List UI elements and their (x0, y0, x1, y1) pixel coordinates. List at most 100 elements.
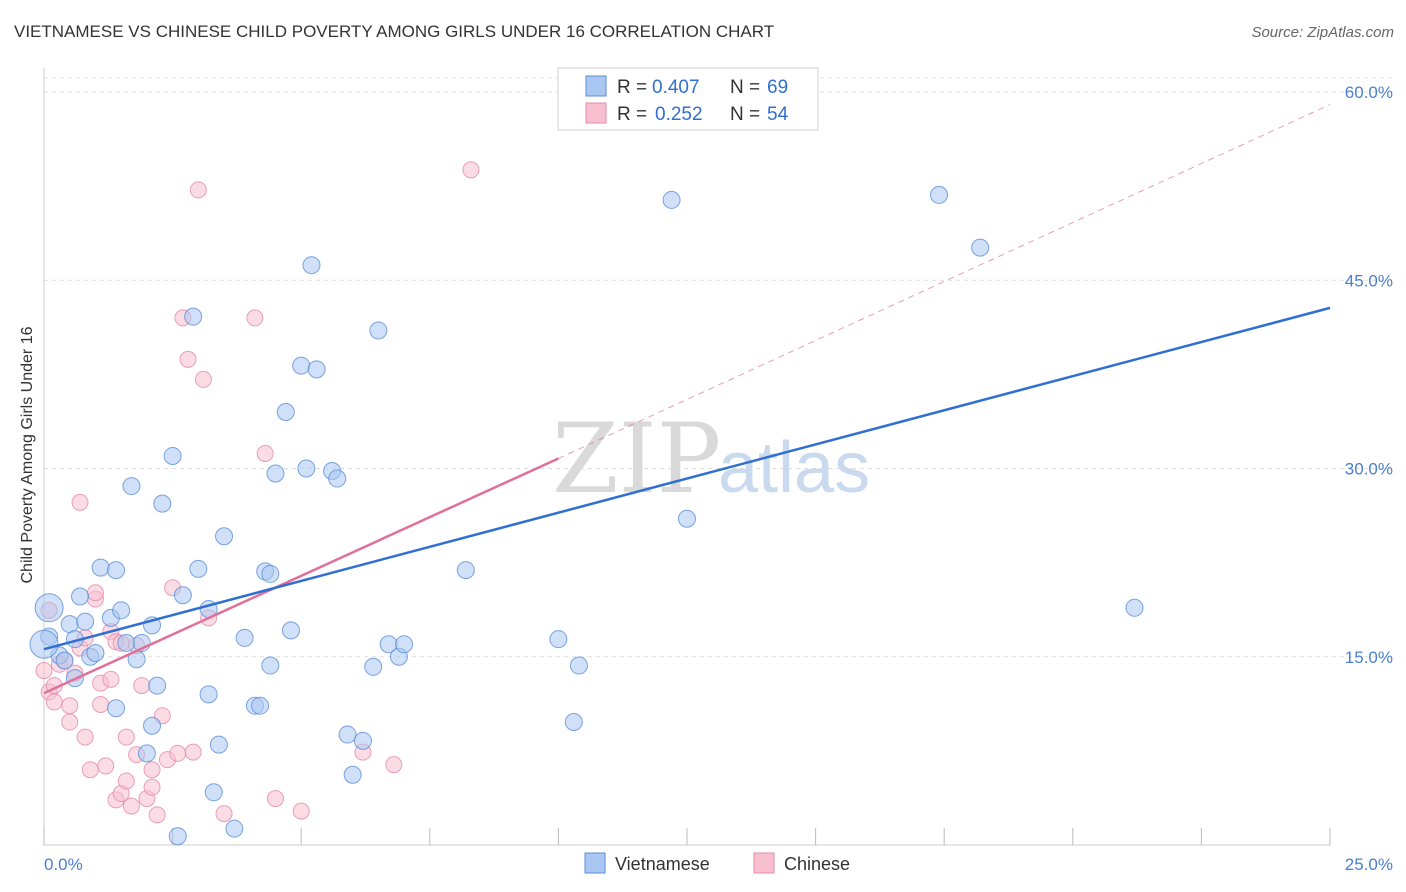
chinese-point-25 (117, 728, 135, 746)
chinese-point-2 (45, 693, 63, 711)
legend-r-value-chinese: 0.252 (655, 104, 703, 125)
vietnamese-point-30 (199, 685, 218, 704)
chinese-point-47 (256, 444, 274, 462)
chinese-point-16 (92, 695, 110, 713)
chinese-point-52 (462, 161, 480, 179)
y-tick-label-3: 60.0% (1345, 83, 1393, 102)
vietnamese-point-20 (137, 744, 156, 763)
y-tick-label-0: 15.0% (1345, 648, 1393, 667)
vietnamese-point-28 (184, 307, 203, 326)
legend-swatch-chinese (585, 102, 607, 124)
vietnamese-point-54 (364, 657, 383, 676)
vietnamese-point-16 (117, 633, 136, 652)
vietnamese-point-47 (302, 256, 321, 275)
chinese-point-46 (246, 309, 264, 327)
vietnamese-point-50 (328, 469, 347, 488)
vietnamese-point-11 (91, 558, 110, 577)
bottom-legend-swatch-chinese (753, 852, 775, 874)
trend-lines (43, 104, 1331, 695)
legend-r-label-chinese: R = (617, 104, 647, 125)
chinese-point-51 (385, 756, 403, 774)
chinese-point-30 (133, 677, 151, 695)
vietnamese-point-36 (235, 628, 254, 647)
vietnamese-point-65 (930, 185, 949, 204)
chinese-point-12 (76, 728, 94, 746)
vietnamese-point-34 (215, 527, 234, 546)
vietnamese-point-46 (297, 459, 316, 478)
vietnamese-point-3 (55, 651, 74, 670)
vietnamese-point-24 (153, 494, 172, 513)
vietnamese-point-25 (163, 446, 182, 465)
vietnamese-point-14 (107, 699, 126, 718)
bottom-legend-vietnamese: Vietnamese (615, 854, 710, 874)
chinese-point-6 (61, 713, 79, 731)
vietnamese-point-15 (112, 601, 131, 620)
vietnamese-point-45 (292, 356, 311, 375)
chinese-point-48 (266, 790, 284, 808)
vietnamese-point-38 (251, 696, 270, 715)
vietnamese-point-40 (261, 656, 280, 675)
legend-r-value-vietnamese: 0.407 (652, 77, 700, 98)
chinese-point-19 (102, 670, 120, 688)
bottom-legend-chinese: Chinese (784, 854, 850, 874)
gridlines (44, 77, 1395, 658)
legend-n-label-vietnamese: N = (730, 77, 760, 98)
chinese-point-40 (179, 350, 197, 368)
vietnamese-point-53 (353, 731, 372, 750)
chinese-point-18 (97, 757, 115, 775)
vietnamese-point-23 (148, 676, 167, 695)
tick-labels: 15.0% 30.0% 45.0% 60.0% 0.0% 25.0% (44, 83, 1393, 874)
bottom-legend-swatch-vietnamese (584, 852, 606, 874)
vietnamese-point-17 (122, 477, 141, 496)
x-tick-label-1: 25.0% (1345, 855, 1393, 874)
vietnamese-point-8 (76, 612, 95, 631)
vietnamese-point-7 (71, 587, 90, 606)
vietnamese-point-63 (662, 190, 681, 209)
vietnamese-point-44 (281, 621, 300, 640)
vietnamese-point-67 (1125, 598, 1144, 617)
vietnamese-point-42 (266, 464, 285, 483)
vietnamese-point-51 (338, 725, 357, 744)
chinese-trend-line (43, 457, 559, 695)
legend-n-label-chinese: N = (730, 104, 760, 125)
vietnamese-point-59 (456, 561, 475, 580)
vietnamese-point-68 (29, 629, 59, 659)
vietnamese-point-66 (971, 238, 990, 257)
x-tick-label-0: 0.0% (44, 855, 83, 874)
vietnamese-point-27 (173, 586, 192, 605)
vietnamese-point-60 (549, 630, 568, 649)
chinese-trend-extension (558, 104, 1331, 459)
legend-r-label-vietnamese: R = (617, 77, 647, 98)
vietnamese-point-43 (276, 403, 295, 422)
chinese-point-34 (148, 806, 166, 824)
axes (43, 68, 1331, 846)
vietnamese-point-10 (86, 643, 105, 662)
vietnamese-trend-line (43, 306, 1331, 651)
chinese-point-10 (71, 493, 89, 511)
y-axis-label: Child Poverty Among Girls Under 16 (19, 326, 36, 583)
vietnamese-point-13 (107, 561, 126, 580)
chinese-point-32 (143, 778, 161, 796)
watermark: ZIP atlas (552, 403, 870, 515)
vietnamese-point-58 (395, 635, 414, 654)
chinese-point-7 (61, 697, 79, 715)
watermark-zip: ZIP (552, 403, 721, 515)
y-tick-label-2: 45.0% (1345, 271, 1393, 290)
vietnamese-point-33 (209, 735, 228, 754)
chinese-point-38 (169, 744, 187, 762)
vietnamese-point-4 (60, 615, 79, 634)
chinese-point-43 (194, 370, 212, 388)
series-chinese-points (35, 161, 480, 824)
y-tick-label-1: 30.0% (1345, 460, 1393, 479)
vietnamese-point-62 (569, 656, 588, 675)
vietnamese-point-26 (168, 827, 187, 846)
legend: R = 0.407 N = 69 R = 0.252 N = 54 (557, 67, 819, 131)
chart-title: VIETNAMESE VS CHINESE CHILD POVERTY AMON… (14, 22, 775, 41)
chinese-point-13 (81, 761, 99, 779)
vietnamese-point-0 (34, 593, 64, 623)
chinese-point-33 (143, 761, 161, 779)
legend-swatch-vietnamese (585, 75, 607, 97)
chinese-point-42 (189, 181, 207, 199)
vietnamese-point-21 (143, 716, 162, 735)
